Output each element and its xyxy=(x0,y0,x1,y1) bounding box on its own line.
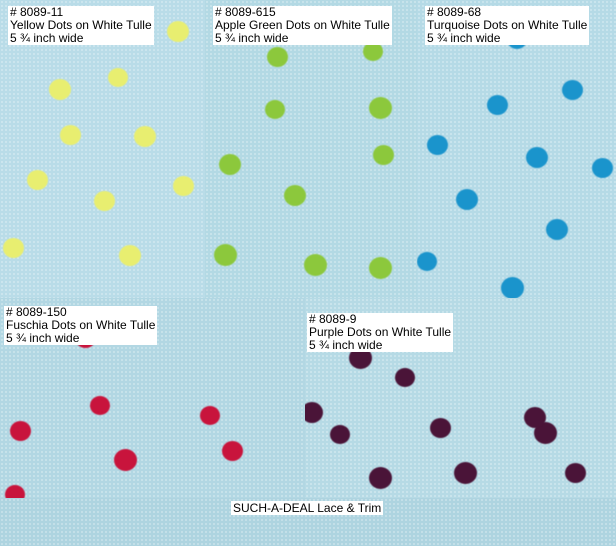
polka-dot xyxy=(591,157,613,178)
polka-dot xyxy=(453,461,477,484)
swatch-description: Turquoise Dots on White Tulle xyxy=(427,18,588,32)
swatch-label: # 8089-9 Purple Dots on White Tulle 5 ¾ … xyxy=(307,312,454,352)
swatch-code: # 8089-11 xyxy=(10,5,64,19)
polka-dot xyxy=(368,466,392,489)
swatch-code: # 8089-68 xyxy=(427,5,482,19)
polka-dot xyxy=(49,79,71,100)
swatch-label: # 8089-11 Yellow Dots on White Tulle 5 ¾… xyxy=(8,6,154,45)
polka-dot xyxy=(500,276,524,298)
polka-dot xyxy=(2,237,24,258)
polka-dot xyxy=(561,79,583,100)
swatch-label: # 8089-150 Fuschia Dots on White Tulle 5… xyxy=(4,305,158,345)
polka-dot xyxy=(219,154,241,175)
polka-dot xyxy=(134,126,156,147)
swatch-width: 5 ¾ inch wide xyxy=(215,31,289,45)
swatch-description: Yellow Dots on White Tulle xyxy=(10,18,152,32)
swatch-label: # 8089-68 Turquoise Dots on White Tulle … xyxy=(425,5,590,45)
swatch-description: Apple Green Dots on White Tulle xyxy=(215,18,390,32)
polka-dot xyxy=(564,462,586,483)
polka-dot xyxy=(9,420,31,441)
polka-dot xyxy=(303,253,327,276)
polka-dot xyxy=(372,144,394,165)
polka-dot xyxy=(200,406,220,425)
polka-dot xyxy=(284,185,306,206)
polka-dot xyxy=(305,402,323,423)
polka-dot xyxy=(426,134,448,155)
polka-dot xyxy=(330,425,350,444)
polka-dot xyxy=(368,96,392,119)
polka-dot xyxy=(395,368,415,387)
polka-dot xyxy=(486,94,508,115)
swatch-description: Fuschia Dots on White Tulle xyxy=(6,318,156,332)
polka-dot xyxy=(213,243,237,266)
polka-dot xyxy=(93,190,115,211)
polka-dot xyxy=(119,245,141,266)
polka-dot xyxy=(348,346,372,369)
polka-dot xyxy=(59,124,81,145)
swatch-code: # 8089-615 xyxy=(215,5,276,19)
swatch-width: 5 ¾ inch wide xyxy=(309,338,383,352)
polka-dot xyxy=(524,407,546,428)
tulle-strip-bottom xyxy=(0,490,616,546)
swatch-apple-green: # 8089-615 Apple Green Dots on White Tul… xyxy=(205,0,417,298)
polka-dot xyxy=(113,448,137,471)
polka-dot xyxy=(456,189,478,210)
polka-dot xyxy=(368,256,392,279)
polka-dot xyxy=(417,252,437,271)
polka-dot xyxy=(26,169,48,190)
polka-dot xyxy=(363,42,383,61)
swatch-turquoise: # 8089-68 Turquoise Dots on White Tulle … xyxy=(417,0,616,298)
swatch-yellow: # 8089-11 Yellow Dots on White Tulle 5 ¾… xyxy=(0,0,205,298)
swatch-label: # 8089-615 Apple Green Dots on White Tul… xyxy=(213,6,392,45)
swatch-code: # 8089-9 xyxy=(309,312,357,326)
swatch-description: Purple Dots on White Tulle xyxy=(309,325,452,339)
polka-dot xyxy=(167,21,189,42)
swatch-width: 5 ¾ inch wide xyxy=(6,331,80,345)
swatch-code: # 8089-150 xyxy=(6,305,67,319)
swatch-fuschia: # 8089-150 Fuschia Dots on White Tulle 5… xyxy=(0,298,305,498)
polka-dot xyxy=(221,440,243,461)
polka-dot xyxy=(90,396,110,415)
polka-dot xyxy=(546,219,568,240)
swatch-width: 5 ¾ inch wide xyxy=(427,31,501,45)
polka-dot xyxy=(108,68,128,87)
polka-dot xyxy=(266,46,288,67)
polka-dot xyxy=(172,175,194,196)
polka-dot xyxy=(429,417,451,438)
polka-dot xyxy=(265,100,285,119)
swatch-width: 5 ¾ inch wide xyxy=(10,31,84,45)
footer-brand: SUCH-A-DEAL Lace & Trim xyxy=(231,501,384,515)
swatch-purple: # 8089-9 Purple Dots on White Tulle 5 ¾ … xyxy=(305,298,616,498)
polka-dot xyxy=(526,147,548,168)
polka-dot xyxy=(5,485,25,498)
